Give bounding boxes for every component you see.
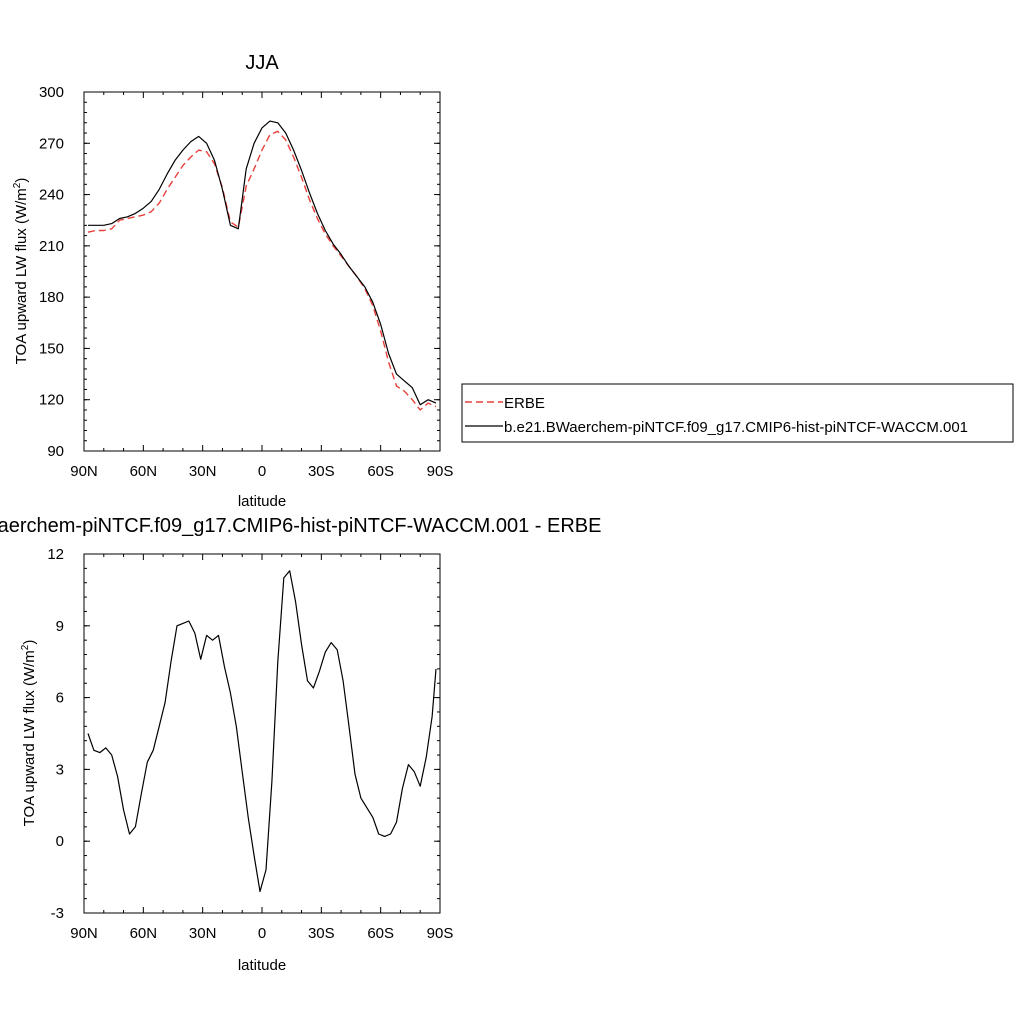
x-tick-label: 60N xyxy=(130,925,158,942)
top-y-axis-label: TOA upward LW flux (W/m2) xyxy=(12,178,30,365)
x-tick-label: 90S xyxy=(427,463,454,480)
series-line-model xyxy=(87,570,437,893)
bottom-x-axis-label: latitude xyxy=(238,957,286,974)
bottom-y-axis-label: TOA upward LW flux (W/m2) xyxy=(20,640,38,827)
x-tick-label: 30S xyxy=(308,463,335,480)
legend-box xyxy=(461,383,1014,443)
y-tick-label: 6 xyxy=(56,690,64,707)
x-tick-label: 0 xyxy=(258,925,266,942)
y-tick-label: 150 xyxy=(39,340,64,357)
x-tick-label: 30N xyxy=(189,925,217,942)
y-tick-label: 0 xyxy=(56,833,64,850)
top-plot-frame xyxy=(83,91,441,452)
y-tick-label: 240 xyxy=(39,187,64,204)
y-tick-label: 180 xyxy=(39,289,64,306)
y-tick-label: 300 xyxy=(39,84,64,101)
series-line-model xyxy=(88,120,437,406)
x-tick-label: 90N xyxy=(70,925,98,942)
bottom-plot-frame xyxy=(83,553,441,914)
x-tick-label: 30N xyxy=(189,463,217,480)
x-tick-label: 60S xyxy=(367,925,394,942)
top-panel-title: JJA xyxy=(245,52,279,74)
bottom-ticks: 90N 60N 30N 0 30S 60S 90S -3 0 3 6 9 12 xyxy=(47,546,453,942)
y-tick-label: 90 xyxy=(47,443,64,460)
x-tick-label: 0 xyxy=(258,463,266,480)
legend-obs-label: ERBE xyxy=(504,395,545,412)
y-tick-label: 12 xyxy=(47,546,64,563)
legend: ERBE b.e21.BWaerchem-piNTCF.f09_g17.CMIP… xyxy=(461,383,1014,443)
y-tick-label: 120 xyxy=(39,392,64,409)
top-ticks: 90N 60N 30N 0 30S 60S 90S 90 120 150 180 210 240 270 3… xyxy=(39,84,453,480)
x-tick-label: 90S xyxy=(427,925,454,942)
y-tick-label: 9 xyxy=(56,618,64,635)
bottom-series xyxy=(87,570,437,893)
y-tick-label: 270 xyxy=(39,135,64,152)
top-panel: JJA 90N 60N 30N 0 30S 60S 90S 90 120 150 180 210 240… xyxy=(12,52,453,510)
x-tick-label: 30S xyxy=(308,925,335,942)
x-tick-label: 60N xyxy=(130,463,158,480)
top-x-axis-label: latitude xyxy=(238,493,286,510)
bottom-panel-title: b.e21.BWaerchem-piNTCF.f09_g17.CMIP6-his… xyxy=(0,515,601,537)
y-tick-label: -3 xyxy=(51,905,64,922)
y-tick-label: 210 xyxy=(39,238,64,255)
series-line-erbe xyxy=(87,130,437,411)
x-tick-label: 90N xyxy=(70,463,98,480)
x-tick-label: 60S xyxy=(367,463,394,480)
legend-model-label: b.e21.BWaerchem-piNTCF.f09_g17.CMIP6-his… xyxy=(504,419,968,436)
bottom-panel: b.e21.BWaerchem-piNTCF.f09_g17.CMIP6-his… xyxy=(0,515,601,974)
top-series xyxy=(87,120,437,411)
y-tick-label: 3 xyxy=(56,761,64,778)
